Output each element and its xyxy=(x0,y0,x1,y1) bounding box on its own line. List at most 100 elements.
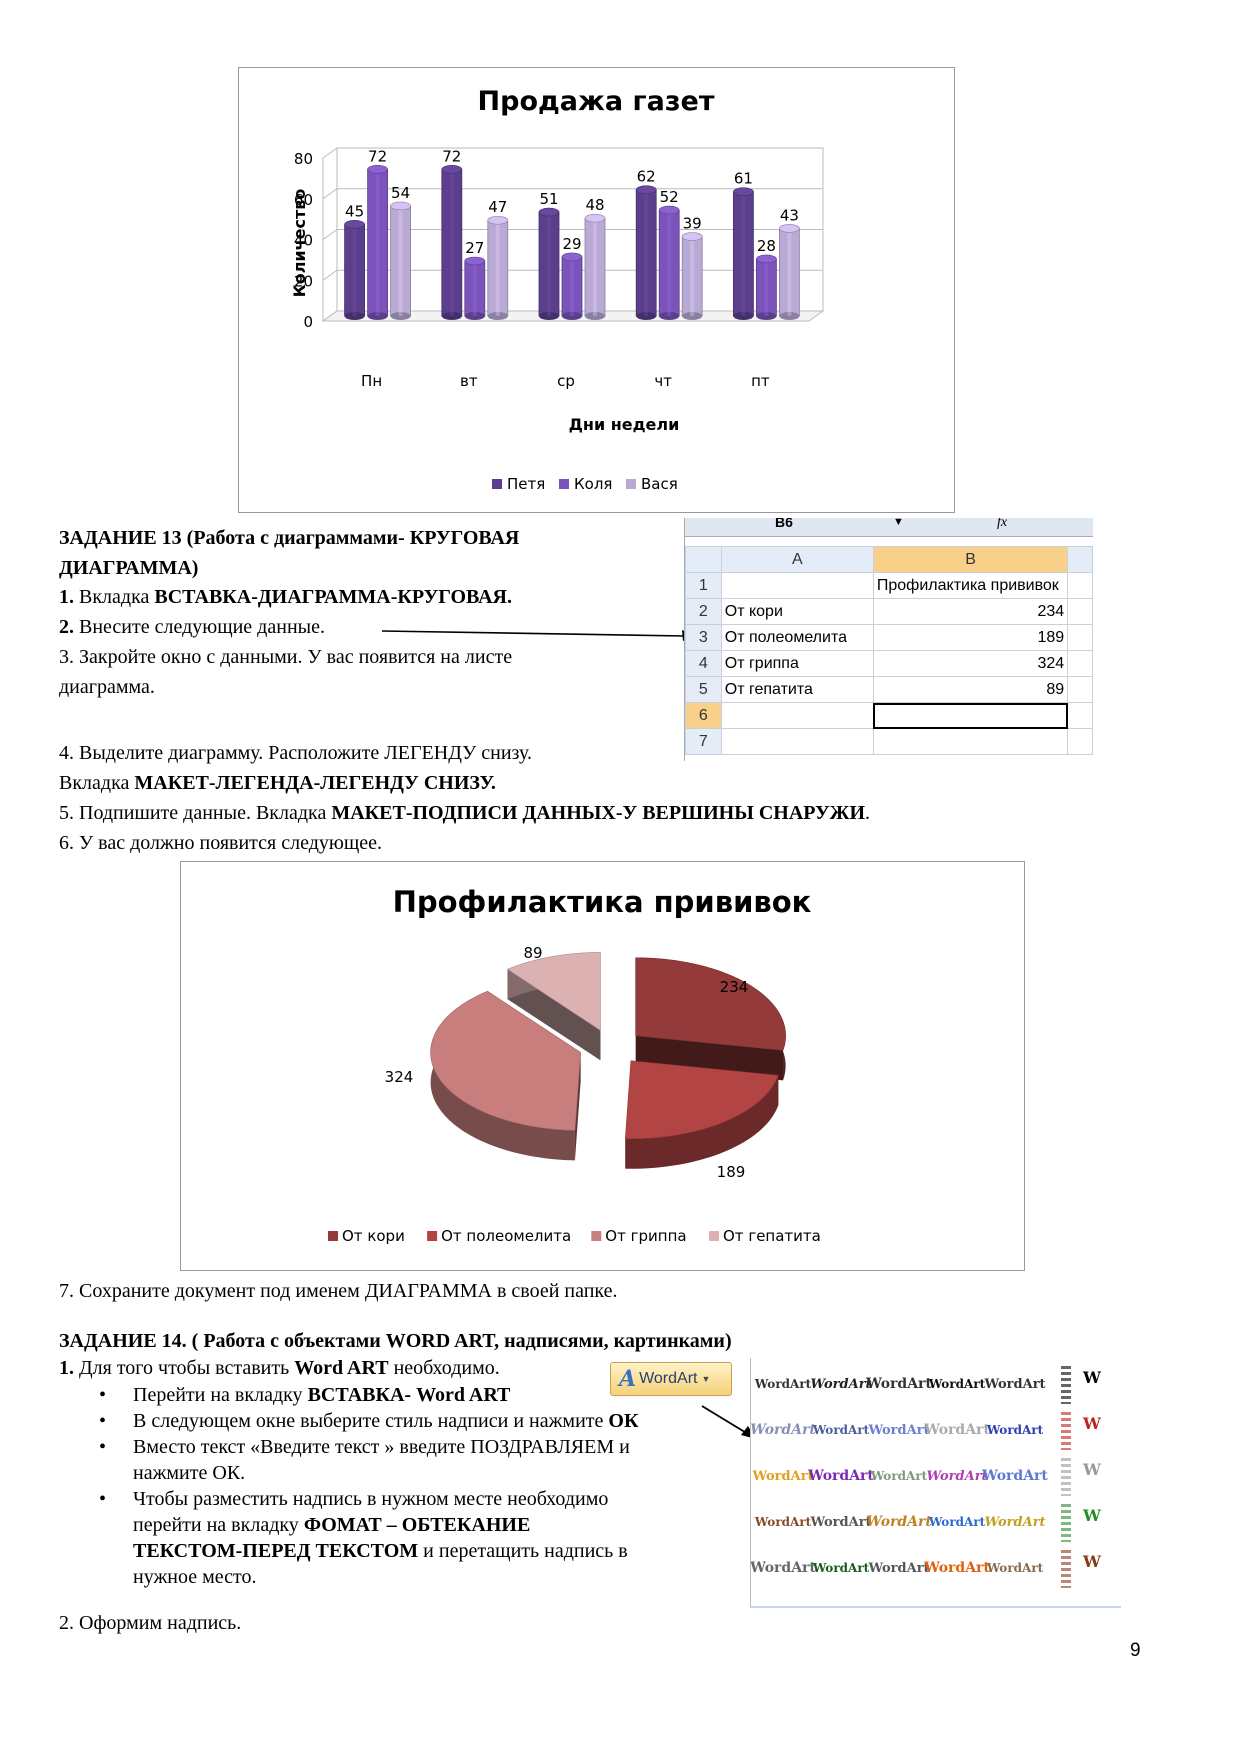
wordart-vertical-option[interactable] xyxy=(1061,1504,1071,1542)
excel-cell-b[interactable]: 189 xyxy=(872,624,1069,651)
bar xyxy=(732,187,754,320)
bar-chart-title: Продажа газет xyxy=(478,86,715,117)
wordart-style-option[interactable]: WordArt xyxy=(924,1422,990,1438)
wordart-style-option[interactable]: WordArt xyxy=(928,1515,986,1529)
bar-chart-frame: Продажа газет Количество Дни недели 0 20 4… xyxy=(238,67,955,513)
excel-cell-b[interactable] xyxy=(872,702,1069,729)
wordart-style-option[interactable]: WordArt xyxy=(924,1560,990,1576)
wordart-w-option[interactable]: W xyxy=(1083,1506,1101,1525)
excel-cell-c[interactable] xyxy=(1067,650,1093,677)
wordart-style-option[interactable]: WordArt xyxy=(750,1560,816,1576)
bar-data-label: 54 xyxy=(391,184,410,202)
wordart-w-option[interactable]: W xyxy=(1083,1552,1101,1571)
excel-row-header[interactable]: 1 xyxy=(685,572,722,599)
excel-cell-a[interactable] xyxy=(720,572,874,599)
wordart-vertical-option[interactable] xyxy=(1061,1458,1071,1496)
excel-cell-c[interactable] xyxy=(1067,702,1093,729)
chevron-down-icon: ▼ xyxy=(701,1374,711,1384)
wordart-vertical-option[interactable] xyxy=(1061,1366,1071,1404)
bar-data-label: 61 xyxy=(734,170,753,188)
excel-corner[interactable] xyxy=(685,546,722,573)
wordart-style-option[interactable]: WordArt xyxy=(812,1561,870,1575)
excel-cell-a[interactable]: От полеомелита xyxy=(720,624,874,651)
excel-cell-c[interactable] xyxy=(1067,572,1093,599)
bar-chart-xlabel: Дни недели xyxy=(569,415,680,434)
pie-legend-label: От гепатита xyxy=(723,1227,821,1245)
bar-legend-label: Вася xyxy=(641,475,678,493)
wordart-vertical-option[interactable] xyxy=(1061,1550,1071,1588)
excel-row-header[interactable]: 6 xyxy=(685,702,722,729)
excel-cell-c[interactable] xyxy=(1067,728,1093,755)
excel-cell-a[interactable] xyxy=(720,728,874,755)
wordart-style-option[interactable]: WordArt xyxy=(984,1514,1046,1530)
excel-fx-icon[interactable]: fx xyxy=(997,518,1008,530)
wordart-style-option[interactable]: WordArt xyxy=(866,1514,932,1530)
excel-cell-a[interactable]: От кори xyxy=(720,598,874,625)
wordart-style-option[interactable]: WordArt xyxy=(808,1468,874,1484)
wordart-style-option[interactable]: WordArt xyxy=(868,1422,930,1438)
wordart-w-option[interactable]: W xyxy=(1083,1368,1101,1387)
wordart-style-option[interactable]: WordArt xyxy=(750,1422,816,1438)
pie-data-label: 189 xyxy=(717,1163,746,1181)
excel-cell-c[interactable] xyxy=(1067,598,1093,625)
bar xyxy=(779,224,800,320)
excel-row-header[interactable]: 2 xyxy=(685,598,722,625)
task13-step4-line2: Вкладка МАКЕТ-ЛЕГЕНДА-ЛЕГЕНДУ СНИЗУ. xyxy=(59,772,496,794)
wordart-w-option[interactable]: W xyxy=(1083,1414,1101,1433)
excel-row-header[interactable]: 7 xyxy=(685,728,722,755)
bar-chart-legend: Петя Коля Вася xyxy=(492,475,678,493)
excel-cell-a[interactable] xyxy=(720,702,874,729)
pie-slice xyxy=(635,957,786,1081)
excel-row-header[interactable]: 4 xyxy=(685,650,722,677)
excel-row: 3 От полеомелита 189 xyxy=(685,624,1093,651)
wordart-style-option[interactable]: WordArt xyxy=(982,1468,1048,1484)
wordart-style-option[interactable]: WordArt xyxy=(870,1469,928,1483)
wordart-style-option[interactable]: WordArt xyxy=(812,1423,870,1437)
excel-col-b[interactable]: B xyxy=(872,546,1069,573)
wordart-style-option[interactable]: WordArt xyxy=(752,1468,814,1484)
bar-gridline-side xyxy=(322,147,338,159)
bar-data-label: 27 xyxy=(465,239,484,257)
bar-data-label: 28 xyxy=(757,237,776,255)
bar-data-label: 51 xyxy=(539,190,558,208)
excel-namebox[interactable]: B6 xyxy=(775,518,793,530)
excel-row-header[interactable]: 5 xyxy=(685,676,722,703)
arrow-icon xyxy=(381,630,696,641)
wordart-style-option[interactable]: WordArt xyxy=(866,1376,932,1392)
bar xyxy=(464,256,486,320)
wordart-style-option[interactable]: WordArt xyxy=(810,1376,872,1392)
dropdown-icon[interactable]: ▼ xyxy=(893,518,904,528)
task14-bullet4: Чтобы разместить надпись в нужном месте … xyxy=(59,1486,739,1590)
wordart-style-option[interactable]: WordArt xyxy=(986,1423,1044,1437)
bar-chart-ylabel: Количество xyxy=(290,189,309,298)
excel-col-a[interactable]: A xyxy=(720,546,874,573)
excel-row-header[interactable]: 3 xyxy=(685,624,722,651)
task14-step2: 2. Оформим надпись. xyxy=(59,1612,242,1634)
task13-step7: 7. Сохраните документ под именем ДИАГРАМ… xyxy=(59,1280,618,1302)
wordart-w-option[interactable]: W xyxy=(1083,1460,1101,1479)
excel-cell-b[interactable] xyxy=(872,728,1069,755)
excel-formula-bar: B6 ▼ fx xyxy=(685,518,1093,537)
wordart-style-option[interactable]: WordArt xyxy=(810,1514,872,1530)
excel-cell-b[interactable]: 234 xyxy=(872,598,1069,625)
wordart-style-option[interactable]: WordArt xyxy=(754,1377,812,1391)
excel-cell-b[interactable]: Профилактика прививок xyxy=(872,572,1069,599)
bar-legend-item: Петя xyxy=(492,475,545,493)
wordart-vertical-option[interactable] xyxy=(1061,1412,1071,1450)
excel-cell-b[interactable]: 324 xyxy=(872,650,1069,677)
excel-cell-a[interactable]: От гриппа xyxy=(720,650,874,677)
excel-cell-a[interactable]: От гепатита xyxy=(720,676,874,703)
wordart-style-option[interactable]: WordArt xyxy=(984,1376,1046,1392)
excel-cell-b[interactable]: 89 xyxy=(872,676,1069,703)
excel-row: 7 xyxy=(685,728,1093,755)
excel-row: 2 От кори 234 xyxy=(685,598,1093,625)
wordart-style-option[interactable]: WordArt xyxy=(986,1561,1044,1575)
wordart-style-option[interactable]: WordArt xyxy=(926,1468,988,1484)
wordart-style-option[interactable]: WordArt xyxy=(754,1515,812,1529)
pie-slice xyxy=(624,1060,779,1169)
excel-cell-c[interactable] xyxy=(1067,624,1093,651)
excel-cell-c[interactable] xyxy=(1067,676,1093,703)
bar-xtick-label: Пн xyxy=(361,372,382,390)
wordart-style-option[interactable]: WordArt xyxy=(868,1560,930,1576)
wordart-style-option[interactable]: WordArt xyxy=(928,1377,986,1391)
